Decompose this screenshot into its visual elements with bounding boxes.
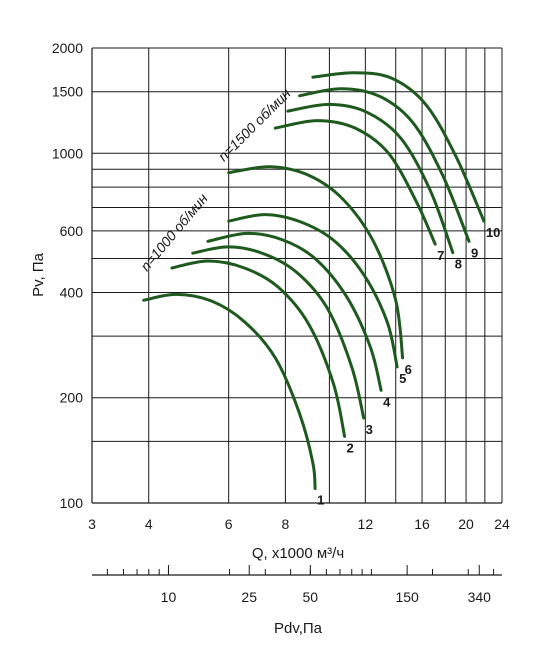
- y-tick-label: 1500: [52, 84, 83, 100]
- y-tick-label: 200: [60, 390, 84, 406]
- secondary-tick-label: 150: [395, 589, 419, 605]
- y-tick-label: 1000: [52, 145, 83, 161]
- secondary-axis-label: Pdv,Па: [274, 620, 323, 637]
- curves: [142, 71, 486, 490]
- series-label-4: 4: [383, 394, 391, 409]
- series-label-10: 10: [486, 225, 500, 240]
- y-axis-label: Pv, Па: [30, 252, 47, 297]
- x-axis-label: Q, x1000 м³/ч: [252, 545, 344, 562]
- x-tick-label: 4: [145, 516, 153, 532]
- secondary-tick-label: 340: [468, 589, 492, 605]
- x-tick-label: 20: [458, 516, 474, 532]
- y-tick-label: 600: [60, 223, 84, 239]
- series-line-9: [298, 87, 471, 243]
- series-line-5: [227, 213, 399, 369]
- series-label-1: 1: [317, 493, 324, 508]
- series-line-1: [142, 292, 317, 490]
- x-tick-label: 24: [494, 516, 510, 532]
- x-tick-label: 3: [88, 516, 96, 532]
- secondary-tick-label: 25: [241, 589, 257, 605]
- labels: 3 4 6 8 12 16 20 241002004006001000150020001234…: [52, 40, 510, 605]
- series-line-6: [227, 165, 405, 360]
- series-line-2: [170, 259, 347, 438]
- series-label-6: 6: [405, 362, 412, 377]
- series-line-10: [311, 71, 486, 223]
- y-tick-label: 400: [60, 284, 84, 300]
- series-line-4: [206, 231, 383, 392]
- secondary-tick-label: 50: [303, 589, 319, 605]
- series-label-8: 8: [455, 257, 462, 272]
- y-tick-label: 100: [60, 495, 84, 511]
- series-line-7: [273, 119, 437, 246]
- x-tick-label: 8: [281, 516, 289, 532]
- x-tick-label: 12: [358, 516, 374, 532]
- grid: [91, 47, 503, 576]
- series-label-9: 9: [471, 245, 478, 260]
- series-label-5: 5: [399, 371, 406, 386]
- secondary-tick-label: 10: [161, 589, 177, 605]
- series-label-3: 3: [366, 422, 373, 437]
- series-line-3: [191, 245, 366, 420]
- speed-label-1500: n=1500 об/мин: [215, 85, 294, 164]
- x-tick-label: 16: [414, 516, 430, 532]
- y-tick-label: 2000: [52, 40, 83, 56]
- series-label-2: 2: [347, 440, 354, 455]
- x-tick-label: 6: [225, 516, 233, 532]
- series-line-8: [286, 102, 455, 255]
- series-label-7: 7: [437, 248, 444, 263]
